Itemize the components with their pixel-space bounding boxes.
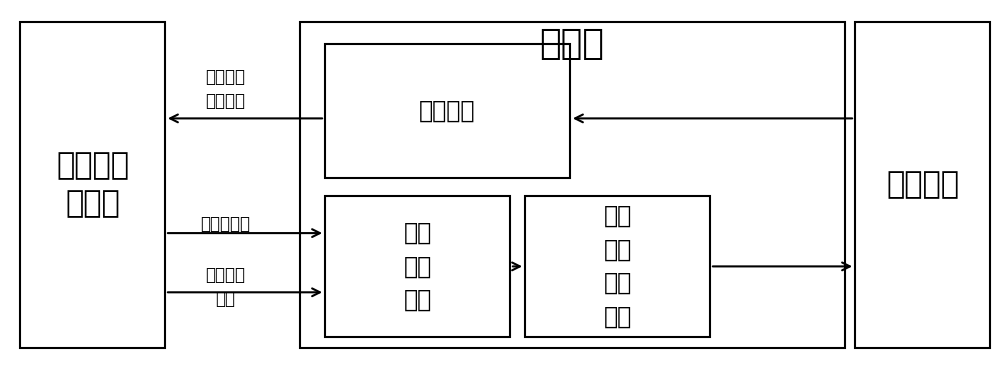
- Text: 音圈电机
驱动信号: 音圈电机 驱动信号: [205, 68, 245, 110]
- Bar: [20, 22, 165, 348]
- Bar: [325, 196, 510, 337]
- Text: 控制器: 控制器: [540, 27, 604, 61]
- Text: 信号
调理
通信
模块: 信号 调理 通信 模块: [603, 204, 632, 329]
- Text: 信号
采集
模块: 信号 采集 模块: [403, 221, 432, 312]
- Text: 驱动模块: 驱动模块: [419, 99, 476, 123]
- Bar: [525, 196, 710, 337]
- Text: 终端设备: 终端设备: [886, 171, 959, 199]
- Bar: [325, 44, 570, 178]
- Bar: [855, 22, 990, 348]
- Bar: [300, 22, 845, 348]
- Text: 力学性能
测试仪: 力学性能 测试仪: [56, 151, 129, 219]
- Text: 光栅尺信号: 光栅尺信号: [200, 215, 250, 233]
- Text: 力传感器
信号: 力传感器 信号: [205, 266, 245, 307]
